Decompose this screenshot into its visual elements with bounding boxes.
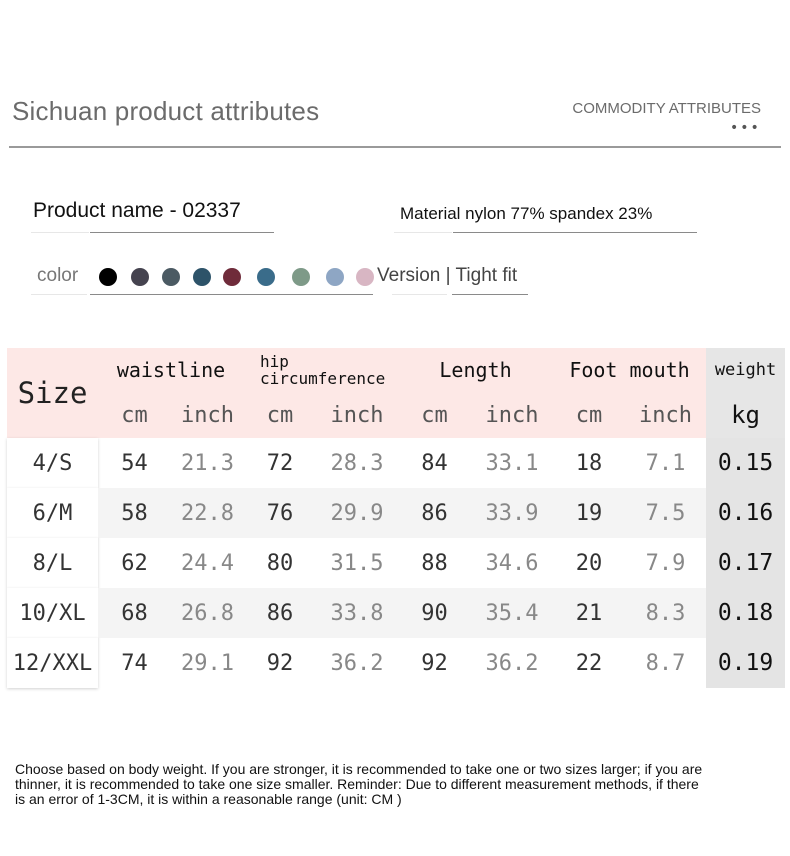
color-swatch[interactable] bbox=[99, 268, 117, 286]
hip-cm: 86 bbox=[244, 588, 316, 638]
waist-cm: 74 bbox=[121, 650, 148, 676]
size-label: 8/L bbox=[7, 538, 98, 588]
table-row: 8/L 62 24.4 80 31.5 88 34.6 20 7.9 0.17 bbox=[7, 538, 786, 588]
color-swatch[interactable] bbox=[162, 268, 180, 286]
version-underline bbox=[452, 294, 528, 295]
header-divider bbox=[9, 146, 781, 148]
unit-inch: inch bbox=[625, 392, 707, 438]
foot-inch: 7.1 bbox=[645, 450, 686, 476]
size-label: 10/XL bbox=[7, 588, 98, 638]
color-swatch[interactable] bbox=[223, 268, 241, 286]
color-swatch[interactable] bbox=[326, 268, 344, 286]
color-swatch[interactable] bbox=[257, 268, 275, 286]
page-title: Sichuan product attributes bbox=[12, 96, 320, 126]
size-label: 4/S bbox=[7, 438, 98, 488]
version-info: Version | Tight fit bbox=[377, 265, 518, 286]
table-row: 6/M 58 22.8 76 29.9 86 33.9 19 7.5 0.16 bbox=[7, 488, 786, 538]
waist-inch: 26.8 bbox=[171, 588, 244, 638]
foot-mouth-header: Foot mouth bbox=[553, 348, 707, 392]
foot-inch: 8.3 bbox=[625, 588, 707, 638]
length-inch: 33.1 bbox=[485, 450, 539, 476]
length-cm: 86 bbox=[398, 488, 472, 538]
product-name: Product name - 02337 bbox=[33, 199, 241, 222]
unit-inch: inch bbox=[316, 392, 399, 438]
weight-value: 0.16 bbox=[706, 488, 786, 538]
table-row: 12/XXL 74 29.1 92 36.2 92 36.2 22 8.7 0.… bbox=[7, 638, 786, 688]
weight-value: 0.17 bbox=[706, 538, 786, 588]
weight-value: 0.15 bbox=[706, 438, 786, 488]
length-inch: 33.9 bbox=[471, 488, 554, 538]
unit-cm: cm bbox=[244, 392, 316, 438]
length-cm: 92 bbox=[421, 650, 448, 676]
underline-faint bbox=[31, 232, 89, 233]
color-swatch[interactable] bbox=[193, 268, 211, 286]
length-header: Length bbox=[398, 348, 554, 392]
foot-inch: 8.7 bbox=[645, 650, 686, 676]
hip-inch: 33.8 bbox=[316, 588, 399, 638]
hip-inch: 31.5 bbox=[330, 550, 384, 576]
foot-cm: 21 bbox=[553, 588, 626, 638]
product-name-underline bbox=[90, 232, 274, 233]
hip-cm: 80 bbox=[266, 550, 294, 576]
color-label: color bbox=[37, 265, 79, 286]
hip-inch: 28.3 bbox=[330, 450, 384, 476]
weight-header: weight bbox=[706, 348, 786, 392]
size-header: Size bbox=[7, 348, 98, 438]
length-inch: 34.6 bbox=[485, 550, 539, 576]
table-row: 10/XL 68 26.8 86 33.8 90 35.4 21 8.3 0.1… bbox=[7, 588, 786, 638]
color-swatch[interactable] bbox=[131, 268, 149, 286]
hip-cm: 92 bbox=[266, 650, 294, 676]
waistline-header: waistline bbox=[98, 348, 244, 392]
weight-value: 0.18 bbox=[706, 588, 786, 638]
waist-cm: 62 bbox=[121, 550, 148, 576]
length-inch: 36.2 bbox=[485, 650, 539, 676]
waist-inch: 21.3 bbox=[181, 450, 234, 476]
hip-inch: 36.2 bbox=[330, 650, 384, 676]
size-note: Choose based on body weight. If you are … bbox=[15, 761, 703, 807]
material-underline bbox=[453, 232, 697, 233]
unit-inch: inch bbox=[171, 392, 244, 438]
size-chart-table: Size waistline hip circumference Length … bbox=[7, 348, 786, 688]
hip-inch: 29.9 bbox=[316, 488, 399, 538]
length-cm: 88 bbox=[421, 550, 448, 576]
foot-cm: 20 bbox=[575, 550, 603, 576]
size-label: 12/XXL bbox=[7, 638, 98, 688]
weight-value: 0.19 bbox=[706, 638, 786, 688]
hip-cm: 76 bbox=[244, 488, 316, 538]
waist-cm: 68 bbox=[98, 588, 171, 638]
length-cm: 84 bbox=[421, 450, 448, 476]
underline-faint bbox=[392, 294, 447, 295]
length-inch: 35.4 bbox=[471, 588, 554, 638]
foot-cm: 22 bbox=[575, 650, 603, 676]
unit-cm: cm bbox=[398, 392, 472, 438]
color-swatch[interactable] bbox=[356, 268, 374, 286]
waist-inch: 24.4 bbox=[181, 550, 234, 576]
underline-faint bbox=[394, 232, 452, 233]
unit-cm: cm bbox=[553, 392, 626, 438]
more-dots-icon: ••• bbox=[730, 120, 761, 136]
foot-inch: 7.5 bbox=[625, 488, 707, 538]
hip-header: hip circumference bbox=[244, 348, 399, 392]
waist-inch: 29.1 bbox=[181, 650, 234, 676]
table-row: 4/S 54 21.3 72 28.3 84 33.1 18 7.1 0.15 bbox=[7, 438, 786, 488]
unit-cm: cm bbox=[98, 392, 171, 438]
section-subtitle: COMMODITY ATTRIBUTES bbox=[572, 100, 761, 117]
waist-inch: 22.8 bbox=[171, 488, 244, 538]
hip-cm: 72 bbox=[266, 450, 294, 476]
waist-cm: 58 bbox=[98, 488, 171, 538]
waist-cm: 54 bbox=[121, 450, 148, 476]
length-cm: 90 bbox=[398, 588, 472, 638]
material-info: Material nylon 77% spandex 23% bbox=[400, 204, 653, 223]
unit-inch: inch bbox=[471, 392, 554, 438]
foot-inch: 7.9 bbox=[645, 550, 686, 576]
weight-unit: kg bbox=[706, 392, 786, 438]
color-underline bbox=[90, 294, 373, 295]
foot-cm: 18 bbox=[575, 450, 603, 476]
color-swatch[interactable] bbox=[292, 268, 310, 286]
foot-cm: 19 bbox=[553, 488, 626, 538]
underline-faint bbox=[31, 294, 87, 295]
size-label: 6/M bbox=[7, 488, 98, 538]
